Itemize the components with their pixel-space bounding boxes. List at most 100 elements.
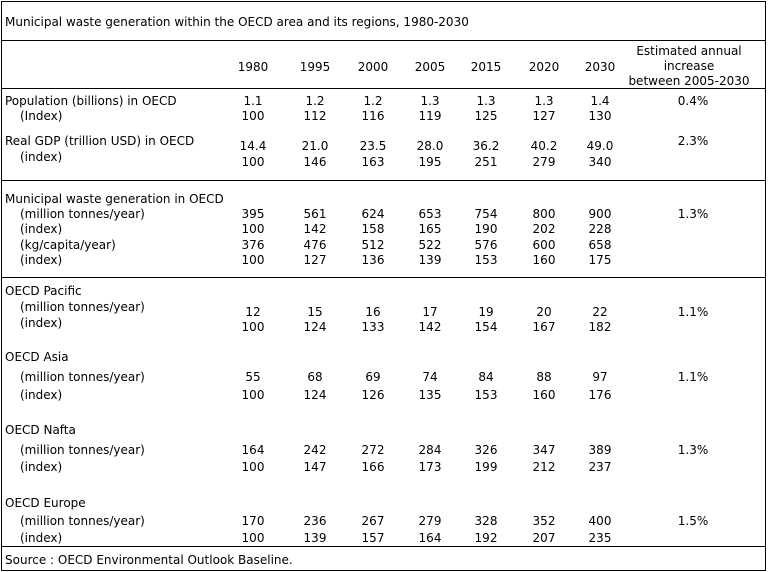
table-cell: 100 [241,388,265,402]
table-cell: 653 [418,207,442,221]
increase-cell: 1.1% [677,305,709,319]
table-cell: 236 [303,514,327,528]
increase-header-line: Estimated annual [636,44,742,58]
table-cell: 658 [588,238,612,252]
table-cell: 12 [245,305,261,319]
divider-title [1,40,766,41]
table-cell: 100 [241,109,265,123]
table-cell: 395 [241,207,265,221]
table-cell: 199 [474,460,498,474]
table-cell: 561 [303,207,327,221]
table-cell: 14.4 [239,139,267,153]
table-cell: 1.2 [363,94,383,108]
row-label: (million tonnes/year) [20,207,145,221]
table-cell: 49.0 [586,139,614,153]
table-cell: 88 [536,370,552,384]
divider-gdp [1,180,766,181]
table-cell: 600 [532,238,556,252]
table-cell: 376 [241,238,265,252]
table-cell: 1.3 [476,94,496,108]
row-label: OECD Nafta [5,423,76,437]
source-note: Source : OECD Environmental Outlook Base… [5,553,293,567]
table-cell: 40.2 [530,139,558,153]
row-label: Municipal waste generation in OECD [5,192,224,206]
table-cell: 55 [245,370,261,384]
table-cell: 147 [303,460,327,474]
table-cell: 21.0 [301,139,329,153]
table-cell: 142 [303,222,327,236]
table-cell: 389 [588,443,612,457]
table-cell: 153 [474,388,498,402]
row-label: OECD Europe [5,496,86,510]
table-cell: 272 [361,443,385,457]
row-label: OECD Pacific [5,284,82,298]
table-cell: 1.1 [243,94,263,108]
table-cell: 36.2 [472,139,500,153]
row-label: OECD Asia [5,350,69,364]
table-cell: 242 [303,443,327,457]
table-cell: 328 [474,514,498,528]
table-cell: 135 [418,388,442,402]
table-cell: 139 [303,531,327,545]
table-cell: 19 [478,305,494,319]
table-cell: 136 [361,253,385,267]
table-cell: 512 [361,238,385,252]
year-header: 2030 [584,60,616,74]
table-cell: 157 [361,531,385,545]
table-cell: 624 [361,207,385,221]
table-cell: 127 [532,109,556,123]
divider-header [1,88,766,89]
table-cell: 154 [474,320,498,334]
table-cell: 74 [422,370,438,384]
table-cell: 112 [303,109,327,123]
table-cell: 1.3 [420,94,440,108]
increase-cell: 1.3% [677,207,709,221]
table-cell: 207 [532,531,556,545]
table-cell: 23.5 [359,139,387,153]
table-cell: 20 [536,305,552,319]
table-cell: 68 [307,370,323,384]
table-cell: 125 [474,109,498,123]
year-header: 1995 [299,60,331,74]
table-cell: 139 [418,253,442,267]
table-cell: 124 [303,388,327,402]
table-cell: 69 [365,370,381,384]
increase-cell: 2.3% [677,134,709,148]
table-cell: 212 [532,460,556,474]
row-label: Population (billions) in OECD [5,94,177,108]
table-cell: 190 [474,222,498,236]
row-label: (million tonnes/year) [20,514,145,528]
table-cell: 347 [532,443,556,457]
table-cell: 235 [588,531,612,545]
table-cell: 119 [418,109,442,123]
increase-header-line: between 2005-2030 [628,74,750,88]
table-cell: 100 [241,460,265,474]
table-cell: 158 [361,222,385,236]
table-cell: 100 [241,222,265,236]
table-cell: 160 [532,253,556,267]
table-cell: 900 [588,207,612,221]
table-cell: 279 [418,514,442,528]
row-label: (index) [20,150,63,164]
table-cell: 195 [418,155,442,169]
table-cell: 1.4 [590,94,610,108]
row-label: (Index) [20,109,63,123]
table-cell: 476 [303,238,327,252]
table-cell: 28.0 [416,139,444,153]
table-cell: 251 [474,155,498,169]
table-cell: 97 [592,370,608,384]
table-cell: 400 [588,514,612,528]
table-cell: 100 [241,531,265,545]
table-cell: 126 [361,388,385,402]
table-cell: 164 [418,531,442,545]
table-cell: 165 [418,222,442,236]
table-cell: 22 [592,305,608,319]
table-cell: 267 [361,514,385,528]
table-cell: 146 [303,155,327,169]
table-cell: 163 [361,155,385,169]
table-cell: 326 [474,443,498,457]
table-cell: 237 [588,460,612,474]
table-cell: 116 [361,109,385,123]
row-label: Real GDP (trillion USD) in OECD [5,134,195,148]
table-cell: 228 [588,222,612,236]
